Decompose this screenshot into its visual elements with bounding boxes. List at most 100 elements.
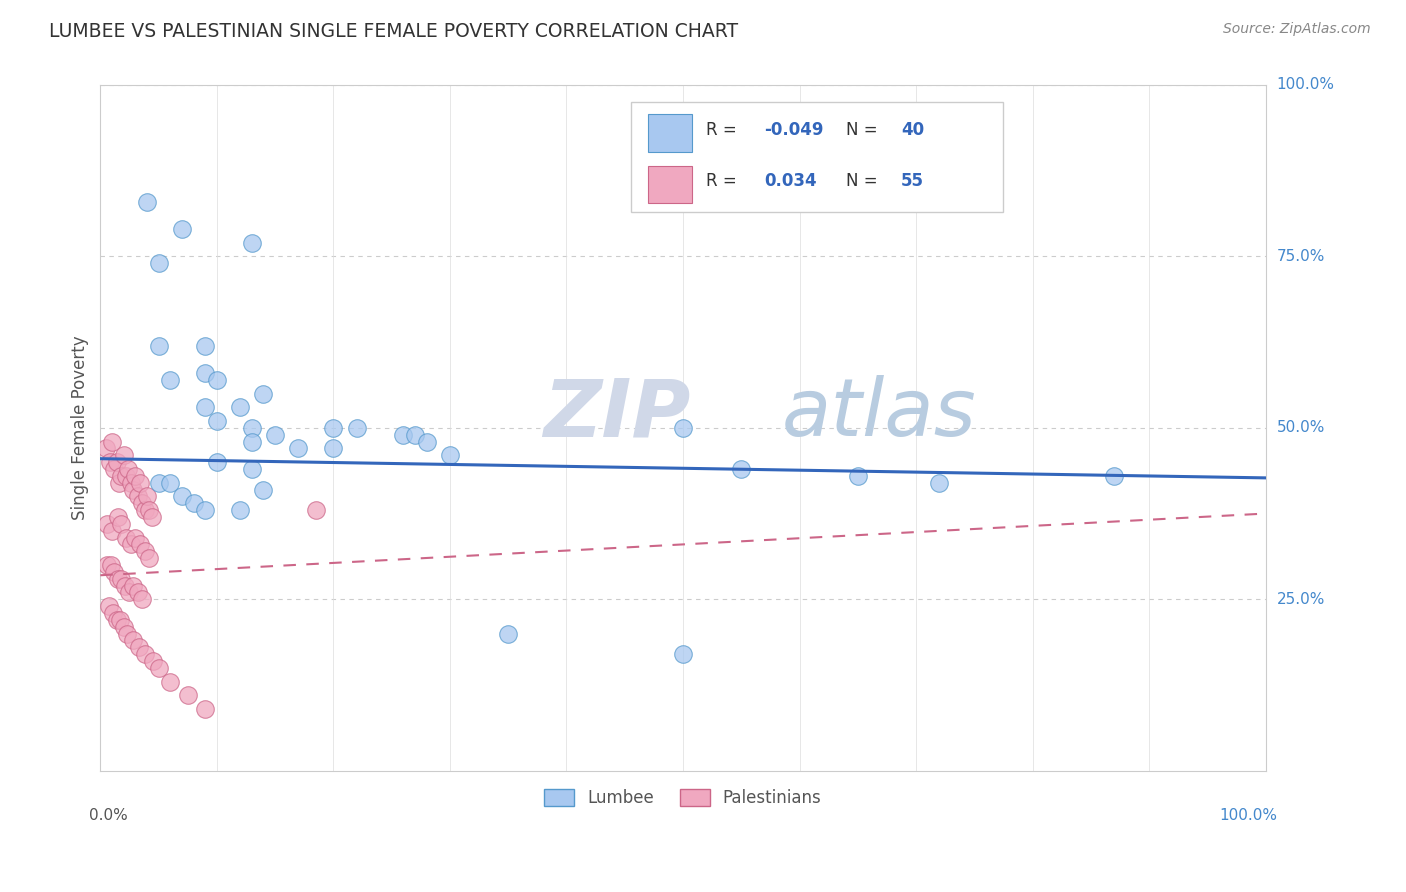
Point xyxy=(240,421,263,435)
Point xyxy=(110,572,132,586)
Point xyxy=(129,537,152,551)
Point xyxy=(127,585,149,599)
Point xyxy=(120,475,142,490)
Point xyxy=(142,654,165,668)
Point xyxy=(138,503,160,517)
Point xyxy=(97,599,120,614)
Point xyxy=(112,448,135,462)
Point xyxy=(101,606,124,620)
Text: 40: 40 xyxy=(901,120,924,138)
Text: R =: R = xyxy=(706,120,742,138)
Point xyxy=(122,578,145,592)
Point xyxy=(100,558,122,572)
Point xyxy=(148,475,170,490)
Point xyxy=(131,592,153,607)
Point xyxy=(115,468,138,483)
Point xyxy=(496,626,519,640)
Point xyxy=(98,455,121,469)
Point xyxy=(134,647,156,661)
Point xyxy=(141,510,163,524)
Point xyxy=(194,503,217,517)
Bar xyxy=(648,166,692,203)
Point xyxy=(672,421,695,435)
Point xyxy=(205,455,228,469)
Point xyxy=(252,386,274,401)
Point xyxy=(115,626,138,640)
Point xyxy=(159,674,181,689)
Point xyxy=(264,427,287,442)
Text: ZIP: ZIP xyxy=(543,376,690,453)
Point xyxy=(148,661,170,675)
Point xyxy=(730,462,752,476)
Point xyxy=(404,427,426,442)
Point xyxy=(928,475,950,490)
Point xyxy=(122,483,145,497)
Point xyxy=(194,338,217,352)
Point xyxy=(136,194,159,209)
Point xyxy=(103,462,125,476)
Text: 55: 55 xyxy=(901,172,924,190)
Text: N =: N = xyxy=(846,120,883,138)
Text: 100.0%: 100.0% xyxy=(1219,808,1277,823)
Point xyxy=(101,434,124,449)
Point xyxy=(439,448,461,462)
Point xyxy=(148,256,170,270)
Text: 75.0%: 75.0% xyxy=(1277,249,1324,264)
Point xyxy=(134,544,156,558)
Point xyxy=(392,427,415,442)
Point xyxy=(846,468,869,483)
Text: atlas: atlas xyxy=(782,376,977,453)
Point xyxy=(240,462,263,476)
Point xyxy=(124,468,146,483)
Point xyxy=(1102,468,1125,483)
Point xyxy=(229,401,252,415)
Text: 0.034: 0.034 xyxy=(765,172,817,190)
Point xyxy=(177,688,200,702)
Point xyxy=(105,613,128,627)
Text: LUMBEE VS PALESTINIAN SINGLE FEMALE POVERTY CORRELATION CHART: LUMBEE VS PALESTINIAN SINGLE FEMALE POVE… xyxy=(49,22,738,41)
FancyBboxPatch shape xyxy=(630,102,1004,211)
Point xyxy=(110,468,132,483)
Bar xyxy=(648,114,692,152)
Point xyxy=(108,475,131,490)
Point xyxy=(96,516,118,531)
Point xyxy=(287,442,309,456)
Point xyxy=(229,503,252,517)
Point xyxy=(346,421,368,435)
Point xyxy=(122,633,145,648)
Point xyxy=(138,551,160,566)
Point xyxy=(108,613,131,627)
Point xyxy=(194,702,217,716)
Point xyxy=(118,585,141,599)
Text: -0.049: -0.049 xyxy=(765,120,824,138)
Point xyxy=(128,640,150,655)
Text: 25.0%: 25.0% xyxy=(1277,591,1324,607)
Point xyxy=(415,434,437,449)
Point xyxy=(96,558,118,572)
Point xyxy=(114,578,136,592)
Point xyxy=(170,490,193,504)
Text: 50.0%: 50.0% xyxy=(1277,420,1324,435)
Point xyxy=(205,373,228,387)
Point xyxy=(110,516,132,531)
Point xyxy=(148,338,170,352)
Point xyxy=(136,490,159,504)
Point xyxy=(131,496,153,510)
Point xyxy=(170,222,193,236)
Y-axis label: Single Female Poverty: Single Female Poverty xyxy=(72,335,89,520)
Point xyxy=(322,421,344,435)
Point xyxy=(159,475,181,490)
Point xyxy=(134,503,156,517)
Point xyxy=(103,565,125,579)
Point xyxy=(252,483,274,497)
Legend: Lumbee, Palestinians: Lumbee, Palestinians xyxy=(537,782,828,814)
Point xyxy=(240,235,263,250)
Point xyxy=(194,366,217,380)
Text: 100.0%: 100.0% xyxy=(1277,78,1334,93)
Point xyxy=(107,510,129,524)
Point xyxy=(129,475,152,490)
Point xyxy=(159,373,181,387)
Point xyxy=(124,531,146,545)
Point xyxy=(240,434,263,449)
Point xyxy=(96,442,118,456)
